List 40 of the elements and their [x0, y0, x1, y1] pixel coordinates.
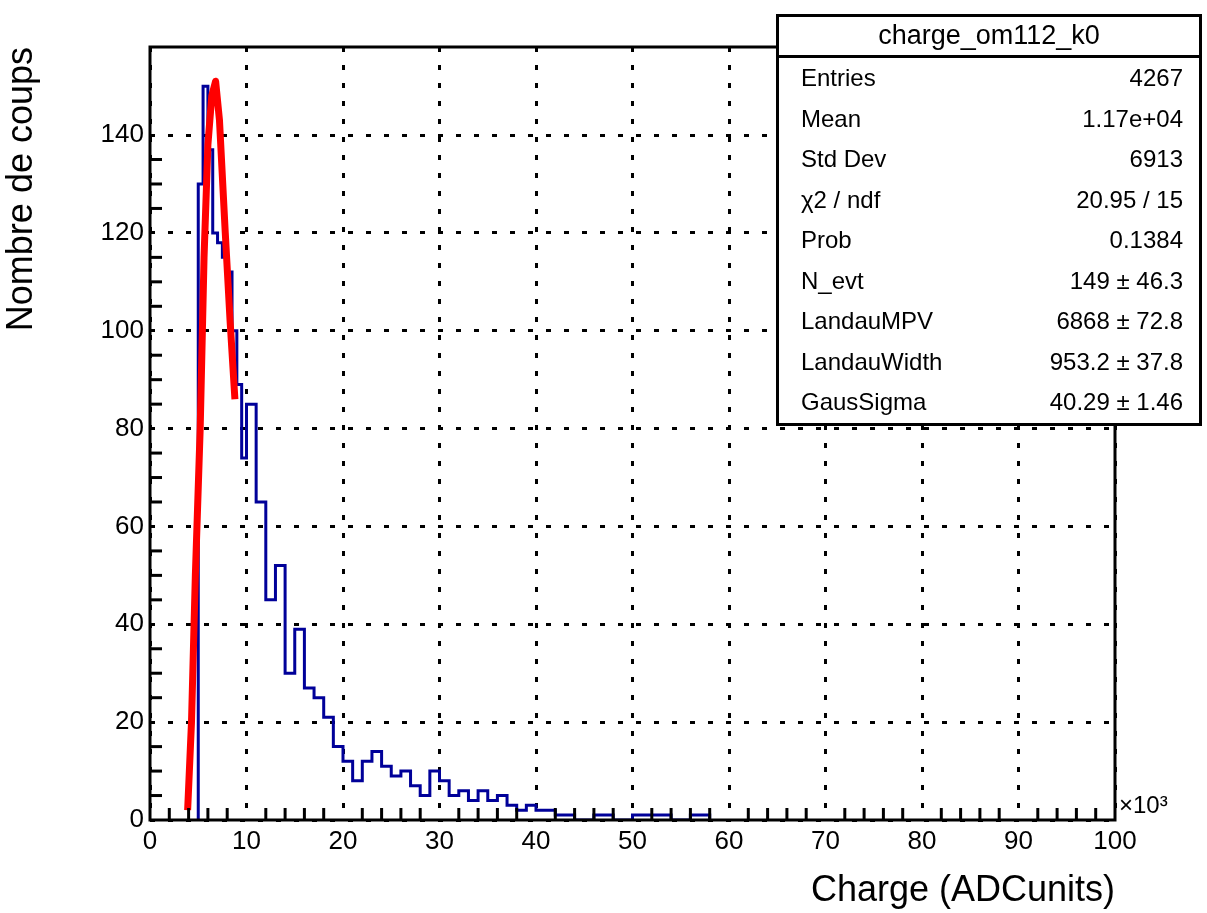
annotation: 6868 ± 72.8: [1056, 306, 1183, 336]
x-tick-label: 80: [907, 824, 937, 855]
x-tick-label: 10: [232, 824, 261, 855]
y-tick-label: 120: [100, 216, 144, 247]
chart-title: charge_om112_k0: [779, 17, 1199, 58]
text: ×10³: [1119, 790, 1168, 818]
annotation: 0.1384: [1109, 225, 1183, 255]
annotation: Mean: [801, 103, 862, 134]
annotation: Entries: [801, 63, 876, 93]
annotation: 20.95 / 15: [1076, 184, 1183, 215]
x-axis-title: Charge (ADCunits): [810, 868, 1115, 910]
annotation: LandauWidth: [801, 346, 943, 377]
annotation: 149 ± 46.3: [1069, 265, 1183, 296]
x-tick-label: 60: [714, 824, 744, 855]
annotation: Std Dev: [801, 144, 887, 174]
y-tick-label: 40: [115, 607, 144, 638]
y-tick-label: 100: [100, 313, 144, 344]
x-tick-label: 50: [618, 824, 647, 855]
annotation: χ2 / ndf: [801, 184, 881, 215]
x-tick-label: 70: [811, 824, 840, 855]
y-tick-label: 60: [115, 509, 144, 540]
annotation: GausSigma: [801, 387, 927, 417]
x-tick-label: 30: [425, 824, 454, 855]
y-tick-label: 140: [100, 118, 144, 149]
y-tick-label: 20: [115, 705, 144, 736]
y-tick-label: 0: [129, 803, 144, 834]
x-tick-label: 90: [1004, 824, 1033, 855]
y-tick-label: 80: [115, 411, 144, 442]
annotation: LandauMPV: [801, 306, 934, 336]
text: 4267: [1129, 63, 1183, 93]
x-tick-label: 100: [1093, 824, 1137, 855]
y-axis-title: Nombre de coups: [0, 47, 40, 332]
annotation: N_evt: [801, 265, 864, 296]
annotation: 40.29 ± 1.46: [1049, 387, 1183, 417]
annotation: Prob: [801, 225, 852, 255]
annotation: 1.17e+04: [1082, 103, 1183, 134]
annotation: 953.2 ± 37.8: [1049, 346, 1183, 377]
x-tick-label: 40: [521, 824, 551, 855]
x-tick-label: 20: [328, 824, 358, 855]
text: 6913: [1129, 144, 1183, 174]
